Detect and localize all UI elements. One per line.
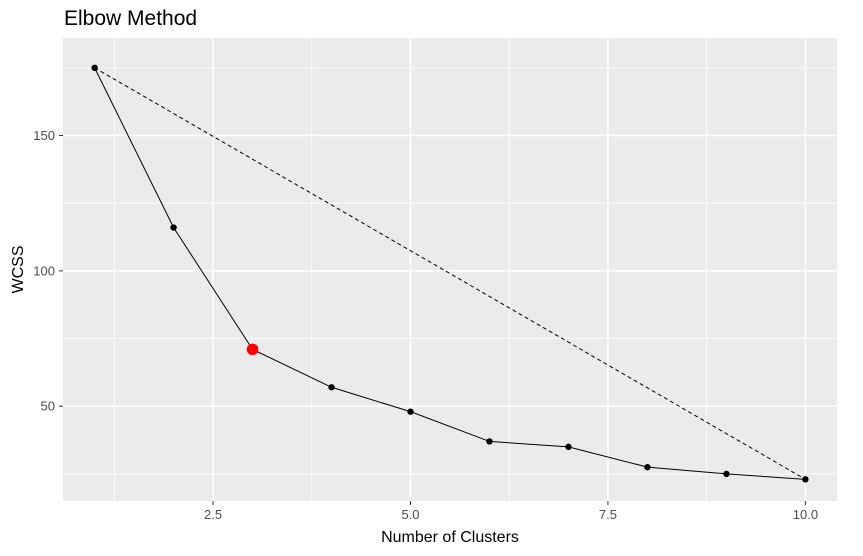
minor-gridlines [63, 38, 837, 501]
reference-line-group [94, 67, 806, 480]
chart-title: Elbow Method [64, 7, 198, 30]
reference-dashed-line [94, 67, 806, 480]
wcss-line [94, 67, 806, 480]
y-axis-ticks: 50 100 150 [33, 128, 63, 414]
data-point [565, 443, 572, 451]
x-tick-label: 7.5 [599, 507, 617, 522]
data-point [802, 476, 809, 483]
y-tick-label: 100 [33, 263, 55, 278]
data-point [170, 224, 177, 231]
y-tick-label: 50 [41, 399, 55, 414]
x-axis-ticks: 2.5 5.0 7.5 10.0 [204, 501, 818, 522]
data-point [644, 463, 651, 471]
elbow-point-highlight [246, 343, 259, 356]
data-point [328, 384, 335, 391]
y-axis-title: WCSS [10, 246, 27, 294]
major-gridlines [63, 38, 837, 501]
x-tick-label: 10.0 [793, 507, 818, 522]
points-group [91, 64, 809, 483]
x-tick-label: 5.0 [401, 507, 419, 522]
x-axis-title: Number of Clusters [381, 529, 519, 546]
data-point [486, 438, 493, 445]
data-point [723, 470, 730, 478]
data-point [91, 64, 98, 71]
y-tick-label: 150 [33, 128, 55, 143]
series-group [94, 67, 806, 480]
data-point [407, 408, 414, 415]
x-tick-label: 2.5 [204, 507, 222, 522]
plot-panel [63, 38, 837, 501]
